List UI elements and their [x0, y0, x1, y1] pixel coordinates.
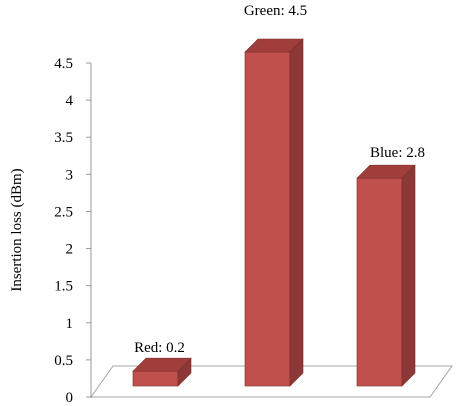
- bar-front: [356, 177, 403, 387]
- data-label-red: Red: 0.2: [134, 340, 185, 356]
- y-tick-label: 2: [66, 242, 74, 258]
- bar-top: [244, 38, 304, 53]
- y-tick-label: 0: [66, 390, 74, 406]
- bar-green: [244, 38, 304, 387]
- y-tick-label: 0.5: [54, 353, 73, 369]
- y-tick-label: 1.5: [54, 279, 73, 295]
- bar-front: [132, 370, 179, 387]
- y-tick-label: 4.5: [54, 56, 73, 72]
- bar-front: [244, 51, 291, 387]
- y-axis-label: Insertion loss (dBm): [9, 168, 25, 291]
- data-label-green: Green: 4.5: [244, 3, 307, 19]
- y-tick-label: 3.5: [54, 130, 73, 146]
- bar-top: [132, 357, 192, 372]
- y-tick-label: 1: [66, 316, 74, 332]
- y-axis-group: 0 0.5 1 1.5 2 2.5 3 3.5 4 4.5: [54, 56, 92, 406]
- bars-group: [132, 38, 416, 387]
- bar-top: [356, 164, 416, 179]
- data-label-blue: Blue: 2.8: [370, 145, 425, 161]
- y-tick-label: 2.5: [54, 204, 73, 220]
- bar-side: [401, 164, 416, 387]
- bar-red: [132, 357, 192, 387]
- y-tick-label: 3: [66, 167, 74, 183]
- bar-blue: [356, 164, 416, 387]
- y-tick-label: 4: [66, 93, 74, 109]
- data-labels-group: Red: 0.2 Green: 4.5 Blue: 2.8: [134, 3, 425, 356]
- bar-side: [289, 38, 304, 387]
